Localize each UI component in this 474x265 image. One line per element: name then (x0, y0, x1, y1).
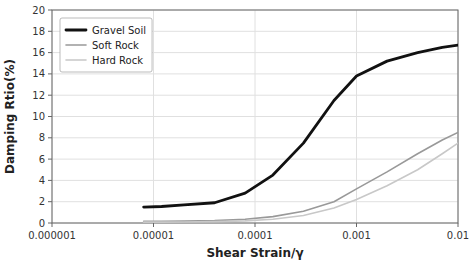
y-tick-label: 0 (39, 218, 45, 229)
legend: Gravel Soil Soft Rock Hard Rock (60, 18, 152, 72)
y-tick-label: 14 (32, 68, 45, 79)
legend-swatch (66, 59, 86, 61)
x-axis-label: Shear Strain/γ (206, 246, 303, 260)
y-tick-label: 4 (39, 175, 45, 186)
legend-swatch (66, 44, 86, 46)
y-tick (48, 10, 52, 11)
legend-box (60, 18, 152, 72)
plot-background (52, 10, 458, 223)
y-grid-line (52, 137, 458, 138)
legend-swatch (66, 29, 86, 32)
x-tick-label: 0.0001 (238, 230, 273, 241)
y-tick-label: 18 (32, 26, 45, 37)
y-tick (48, 180, 52, 181)
plot-frame (52, 10, 458, 223)
grid (52, 10, 458, 223)
x-tick-label: 0.01 (447, 230, 469, 241)
y-tick-label: 12 (32, 90, 45, 101)
series-line (144, 132, 458, 221)
y-tick (48, 116, 52, 117)
y-tick (48, 31, 52, 32)
x-tick-label: 0.000001 (28, 230, 76, 241)
y-tick-label: 6 (39, 154, 45, 165)
y-grid-line (52, 73, 458, 74)
series-line (144, 45, 458, 207)
chart: 0.000001 0.00001 0.0001 0.001 0.01 0 2 4 6 8 10 12 1… (0, 0, 474, 265)
x-tick (458, 223, 459, 227)
y-tick (48, 52, 52, 53)
data (144, 45, 458, 222)
x-tick (356, 223, 357, 227)
y-grid-line (52, 116, 458, 117)
y-tick (48, 223, 52, 224)
x-tick-label: 0.00001 (133, 230, 174, 241)
y-axis-label: Damping Rtio(%) (3, 59, 17, 174)
axes: 0.000001 0.00001 0.0001 0.001 0.01 0 2 4 6 8 10 12 1… (28, 5, 469, 242)
y-tick-label: 16 (32, 47, 45, 58)
y-tick-label: 2 (39, 196, 45, 207)
x-tick (255, 223, 256, 227)
x-tick-label: 0.001 (342, 230, 371, 241)
y-grid-line (52, 95, 458, 96)
x-tick (52, 223, 53, 227)
y-tick (48, 159, 52, 160)
legend-label: Soft Rock (92, 40, 139, 51)
y-tick-label: 10 (32, 111, 45, 122)
y-tick (48, 95, 52, 96)
y-grid-line (52, 159, 458, 160)
legend-label: Hard Rock (92, 55, 143, 66)
y-tick-label: 8 (39, 132, 45, 143)
series-line (144, 143, 458, 222)
x-tick (153, 223, 154, 227)
y-grid-line (52, 201, 458, 202)
y-tick (48, 201, 52, 202)
y-tick-label: 20 (32, 5, 45, 16)
y-tick (48, 137, 52, 138)
legend-label: Gravel Soil (92, 25, 146, 36)
y-tick (48, 73, 52, 74)
